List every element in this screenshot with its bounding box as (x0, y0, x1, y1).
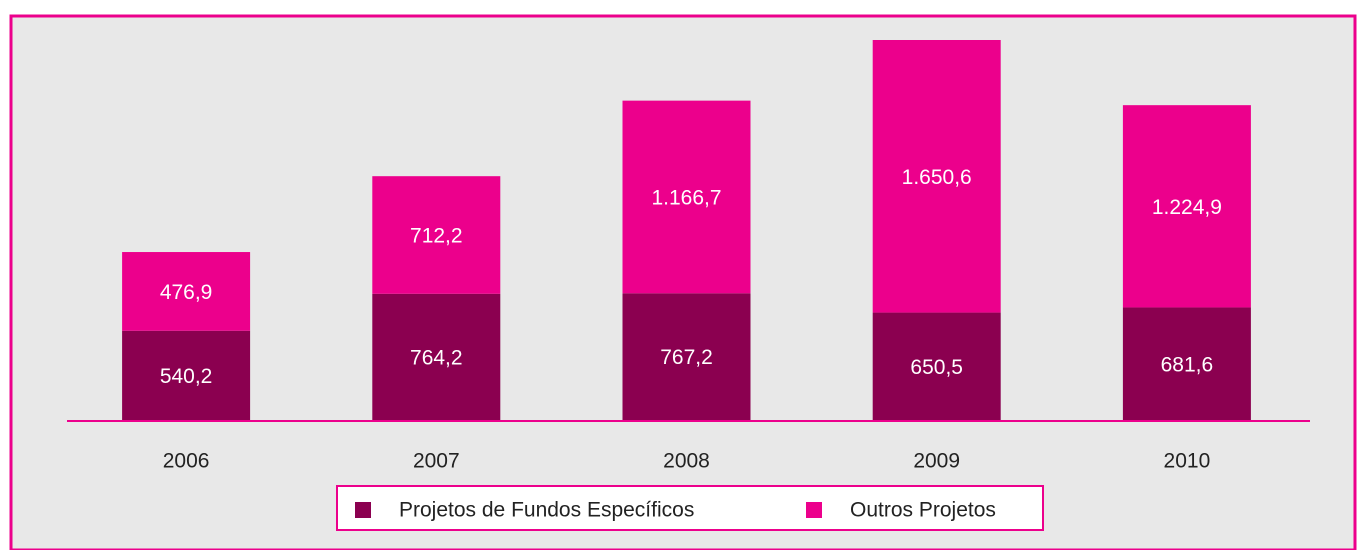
bar-segment (372, 176, 501, 294)
bar-segment (1122, 307, 1251, 420)
bar-segment (122, 330, 251, 420)
legend-label: Outros Projetos (850, 499, 996, 522)
bar-segment (1122, 105, 1251, 308)
value-label: 1.166,7 (651, 187, 721, 210)
bar-segment (872, 40, 1001, 313)
value-label: 476,9 (160, 281, 213, 304)
bar-segment (372, 293, 501, 420)
legend-box (336, 485, 1044, 531)
value-label: 764,2 (410, 346, 463, 369)
x-tick-label: 2009 (913, 450, 960, 473)
legend-label: Projetos de Fundos Específicos (399, 499, 694, 522)
value-label: 540,2 (160, 365, 213, 388)
value-label: 1.224,9 (1152, 196, 1222, 219)
value-label: 767,2 (660, 346, 713, 369)
value-label: 1.650,6 (902, 166, 972, 189)
legend-swatch (355, 502, 371, 518)
value-label: 712,2 (410, 225, 463, 248)
value-label: 650,5 (910, 356, 963, 379)
bar-segment (622, 100, 751, 294)
x-tick-label: 2007 (413, 450, 460, 473)
bar-segment (622, 293, 751, 420)
bar-segment (872, 312, 1001, 420)
bar-segment (122, 252, 251, 331)
x-tick-label: 2006 (163, 450, 210, 473)
x-tick-label: 2008 (663, 450, 710, 473)
x-tick-label: 2010 (1164, 450, 1211, 473)
value-label: 681,6 (1161, 353, 1214, 376)
legend-swatch (806, 502, 822, 518)
